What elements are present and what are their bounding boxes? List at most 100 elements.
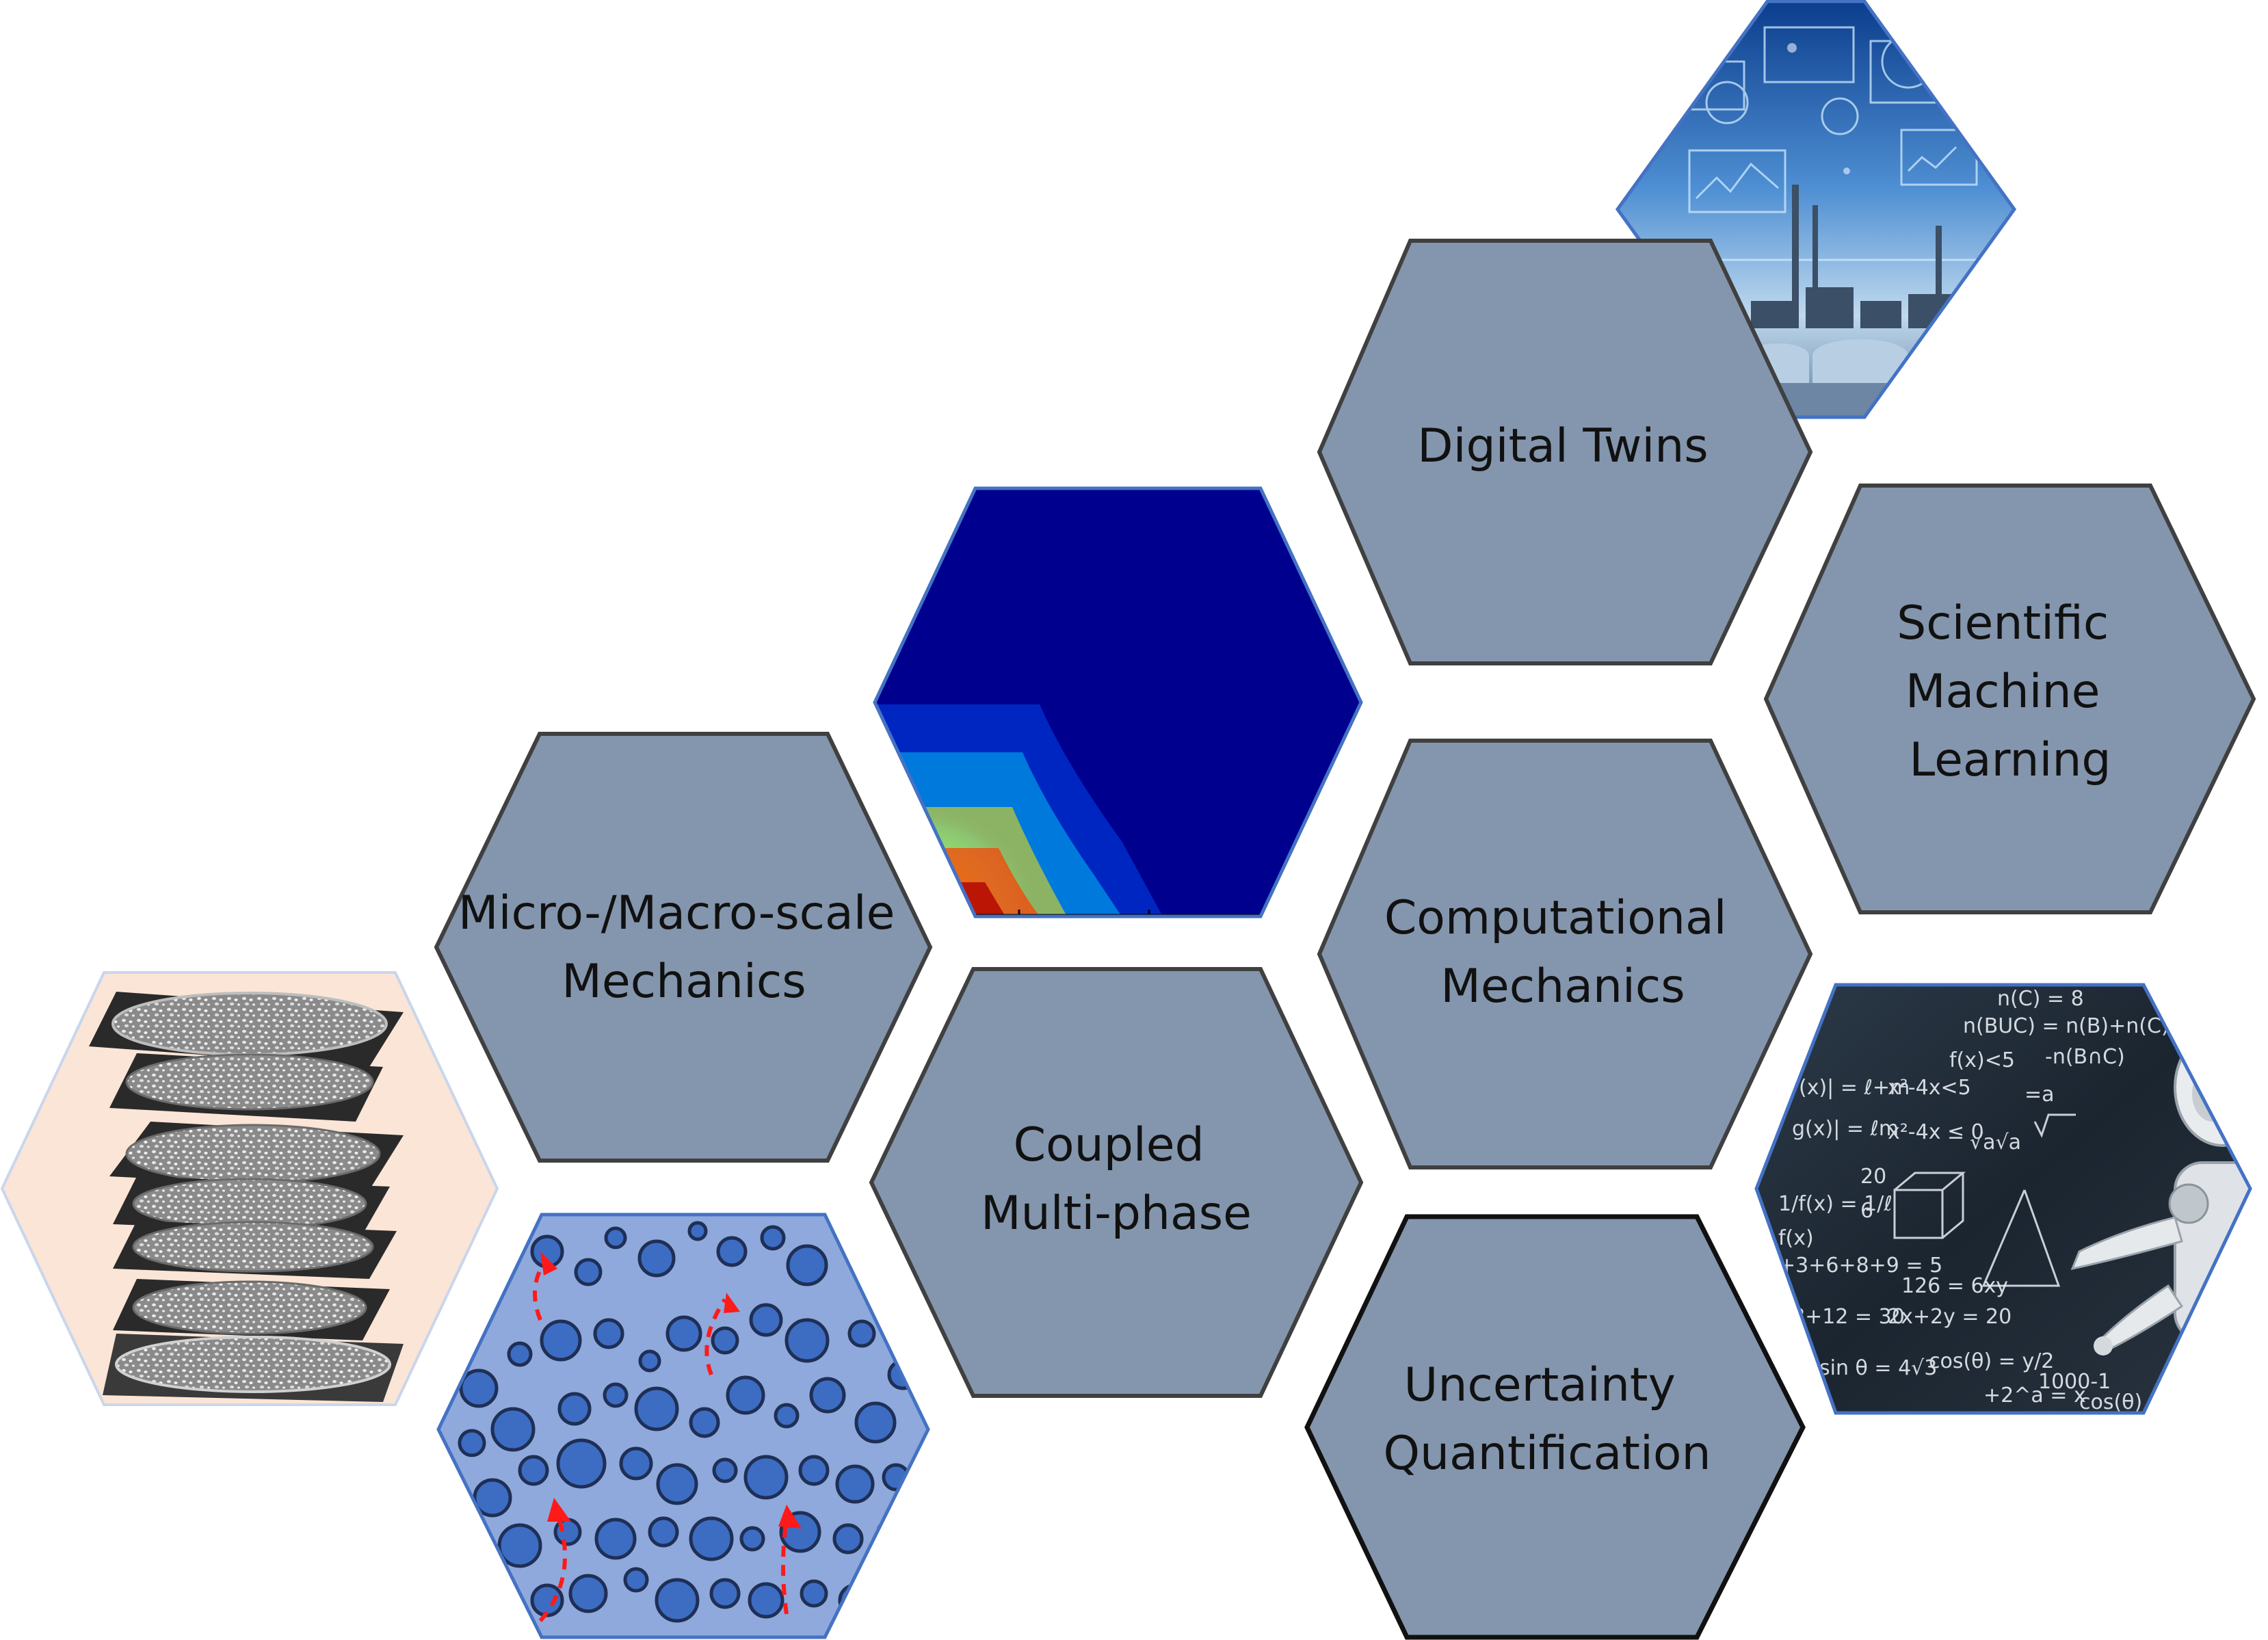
label-line: Digital Twins (1417, 419, 1708, 473)
heatmap-field (873, 486, 1363, 918)
particle (749, 1303, 783, 1337)
particle (687, 1221, 708, 1241)
particle (619, 1446, 653, 1481)
particle (574, 1258, 603, 1286)
label-line: Scientific (1897, 596, 2109, 650)
hexagon-label: Scientific Machine Learning (1897, 596, 2124, 787)
blackboard-equation: 8+12 = 30 (1792, 1305, 1905, 1329)
blackboard-equation: 1/f(x) = 1/ℓ (1778, 1192, 1893, 1216)
particle (748, 1582, 784, 1619)
hexagon-coupled-multiphase: Coupled Multi-phase (869, 967, 1364, 1398)
particle (774, 1403, 800, 1429)
particle (623, 1567, 649, 1593)
label-line: Quantification (1383, 1427, 1711, 1481)
particle (507, 1341, 533, 1367)
particle (637, 1239, 676, 1278)
particle (656, 1463, 698, 1505)
robot-equations-icon: n(C) = 8 n(BUC) = n(B)+n(C) f(x)<5 -n(B∩C) (… (1756, 985, 2250, 1414)
porous-particles (436, 1213, 930, 1639)
ct-slice (109, 1122, 404, 1190)
particle (726, 1375, 765, 1415)
blackboard-equation: +2^a = x (1983, 1384, 2086, 1407)
blackboard-equation: g(x)| = ℓm (1792, 1117, 1899, 1141)
blackboard-equation: n(C) = 8 (1997, 987, 2084, 1011)
blackboard-equation: cos(θ) (2079, 1390, 2142, 1414)
label-line: Learning (1909, 733, 2111, 787)
particle (847, 1319, 876, 1348)
robot-blackboard-photo: n(C) = 8 n(BUC) = n(B)+n(C) f(x)<5 -n(B∩C) (… (1754, 983, 2252, 1415)
blackboard-equation: -n(B∩C) (2045, 1045, 2125, 1069)
ct-slice (109, 1053, 383, 1122)
label-line: Micro-/Macro-scale (458, 886, 895, 940)
hexagon-digital-twins: Digital Twins (1317, 239, 1813, 665)
blackboard-equation: n(BUC) = n(B)+n(C) (1963, 1014, 2170, 1038)
blackboard-equation: sin θ = 4√3 (1819, 1356, 1937, 1380)
particle (568, 1574, 608, 1613)
particle (518, 1455, 549, 1486)
particle (760, 1225, 786, 1251)
hexagon-label: Coupled Multi-phase (981, 1118, 1252, 1241)
ct-slice (113, 1221, 397, 1279)
hexagon-label: Computational Mechanics (1384, 891, 1741, 1014)
label-line: Uncertainty (1404, 1358, 1676, 1412)
hexagon-computational-mechanics: Computational Mechanics (1317, 739, 1813, 1169)
particle (473, 1478, 512, 1518)
hexagon-micro-macro: Micro-/Macro-scale Mechanics (434, 732, 933, 1163)
particle (743, 1455, 789, 1500)
ct-slice (113, 1279, 390, 1340)
particle (716, 1236, 748, 1267)
blackboard-equation: x²-4x<5 (1888, 1076, 1971, 1100)
particle (490, 1407, 536, 1452)
blackboard-equation: 2x+2y = 20 (1888, 1305, 2012, 1329)
particle (800, 1579, 828, 1608)
ct-slice (89, 992, 404, 1067)
particle (712, 1457, 738, 1483)
hexagon-scientific-ml: Scientific Machine Learning (1763, 484, 2256, 914)
label-line: Mechanics (562, 955, 806, 1009)
layered-slices-icon (89, 992, 404, 1402)
particle (711, 1326, 739, 1355)
hexagon-label: Uncertainty Quantification (1383, 1358, 1711, 1481)
blackboard-equation: +3+6+8+9 = 5 (1778, 1254, 1942, 1278)
particle (556, 1438, 607, 1489)
particle (604, 1226, 627, 1249)
label-line: Coupled (1014, 1118, 1204, 1172)
blackboard-equation: f(x) (1778, 1226, 1814, 1250)
hexagon-uncertainty-quantification: Uncertainty Quantification (1304, 1214, 1806, 1640)
particle (458, 1429, 486, 1457)
ct-slices-stack (0, 971, 499, 1406)
particle (809, 1377, 846, 1414)
particle (739, 1526, 765, 1552)
particle (638, 1349, 661, 1373)
blackboard-equation: 6 (1860, 1199, 1873, 1223)
blackboard-equation: cos(θ) = y/2 (1929, 1349, 2054, 1373)
ct-slice (113, 1176, 390, 1234)
particle (832, 1523, 864, 1555)
blackboard-equation: =a (2025, 1083, 2055, 1107)
particle (665, 1315, 702, 1352)
blackboard-equation: x²-4x ≤ 0 (1888, 1120, 1984, 1144)
particle (540, 1319, 582, 1362)
particle (497, 1523, 542, 1568)
label-line: Mechanics (1440, 960, 1685, 1014)
particle (854, 1401, 897, 1444)
particle (709, 1578, 741, 1609)
particle (835, 1464, 875, 1504)
particle (843, 1240, 867, 1263)
particle (594, 1518, 637, 1560)
blackboard-equation: √a√a (1970, 1130, 2021, 1154)
blackboard-equation: f(x)<5 (1949, 1048, 2015, 1072)
particle (689, 1516, 734, 1561)
particle (593, 1318, 624, 1349)
particle (798, 1455, 830, 1486)
blackboard-equation: 20 (1860, 1165, 1886, 1189)
particle (784, 1318, 830, 1363)
ct-slice (103, 1334, 404, 1402)
label-line: Multi-phase (981, 1187, 1252, 1241)
blackboard-equation: 1000-1 (2038, 1370, 2111, 1394)
particle (648, 1516, 679, 1548)
label-line: Computational (1384, 891, 1727, 945)
particle (459, 1368, 499, 1408)
particle (603, 1382, 629, 1408)
